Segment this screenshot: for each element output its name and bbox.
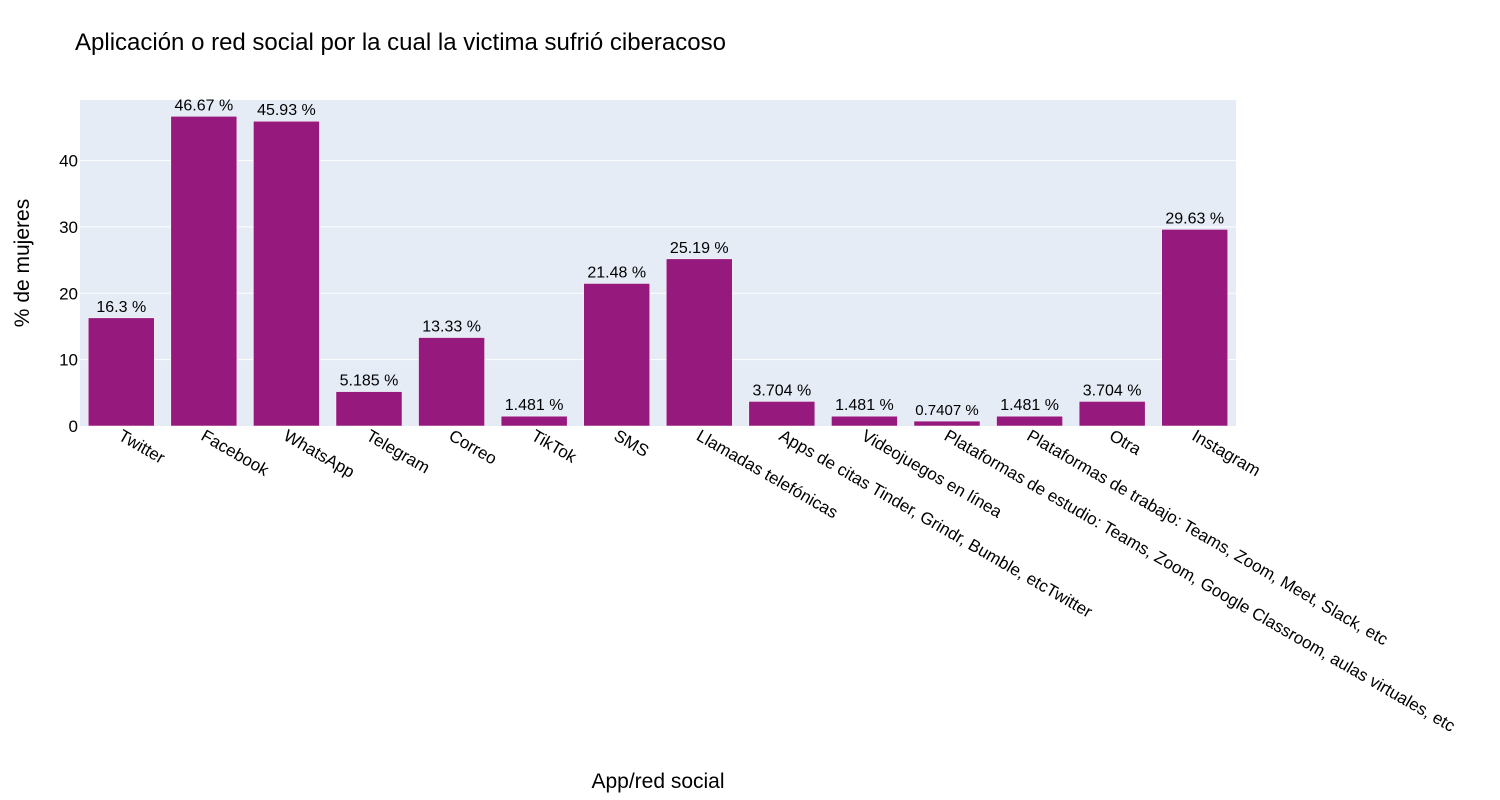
y-axis-ticks: 0 10 20 30 40 <box>59 152 78 436</box>
x-tick-label: WhatsApp <box>280 426 357 482</box>
bar <box>418 337 485 427</box>
x-tick-label: Instagram <box>1189 426 1264 480</box>
x-tick-label: Telegram <box>363 426 433 477</box>
data-label: 1.481 % <box>835 397 894 414</box>
x-tick-label: TikTok <box>528 426 580 467</box>
y-tick-label: 40 <box>59 152 78 171</box>
y-tick-label: 10 <box>59 351 78 370</box>
x-tick-label: Otra <box>1106 426 1145 459</box>
data-label: 21.48 % <box>587 264 646 281</box>
bar <box>583 283 650 427</box>
bar <box>1078 401 1146 427</box>
data-label: 45.93 % <box>257 102 316 119</box>
x-tick-label: Videojuegos en línea <box>858 426 1005 522</box>
data-label: 5.185 % <box>340 373 399 390</box>
data-label: 16.3 % <box>96 299 146 316</box>
data-label: 3.704 % <box>1083 382 1142 399</box>
y-tick-label: 20 <box>59 284 78 303</box>
bars <box>88 116 1228 427</box>
x-axis-ticks: Twitter Facebook WhatsApp Telegram Correo Tik… <box>115 426 1459 736</box>
data-label: 46.67 % <box>174 97 233 114</box>
x-tick-label: Llamadas telefónicas <box>693 426 841 522</box>
data-label: 1.481 % <box>505 397 564 414</box>
bar <box>748 401 816 427</box>
bar <box>335 391 403 427</box>
data-labels: 16.3 % 46.67 % 45.93 % 5.185 % 13.33 % 1.481 … <box>96 97 1224 419</box>
y-tick-label: 0 <box>69 417 78 436</box>
data-label: 25.19 % <box>670 240 729 257</box>
bar <box>831 415 898 427</box>
data-label: 0.7407 % <box>915 402 978 419</box>
bar <box>913 420 981 427</box>
y-tick-label: 30 <box>59 218 78 237</box>
x-tick-label: Twitter <box>115 426 168 468</box>
bar <box>88 317 155 427</box>
bar <box>996 415 1063 427</box>
chart-title: Aplicación o red social por la cual la v… <box>75 29 726 56</box>
x-tick-label: Correo <box>446 426 501 468</box>
bar <box>253 120 320 427</box>
data-label: 1.481 % <box>1000 397 1059 414</box>
x-tick-label: Facebook <box>198 426 273 480</box>
y-axis-title: % de mujeres <box>11 199 34 327</box>
bar <box>170 116 238 427</box>
data-label: 3.704 % <box>752 382 811 399</box>
bar <box>666 258 733 427</box>
bar <box>1161 229 1228 427</box>
x-tick-label: SMS <box>611 426 652 461</box>
data-label: 29.63 % <box>1165 210 1224 227</box>
data-label: 13.33 % <box>422 319 481 336</box>
x-axis-title: App/red social <box>591 770 724 793</box>
bar <box>500 415 568 427</box>
